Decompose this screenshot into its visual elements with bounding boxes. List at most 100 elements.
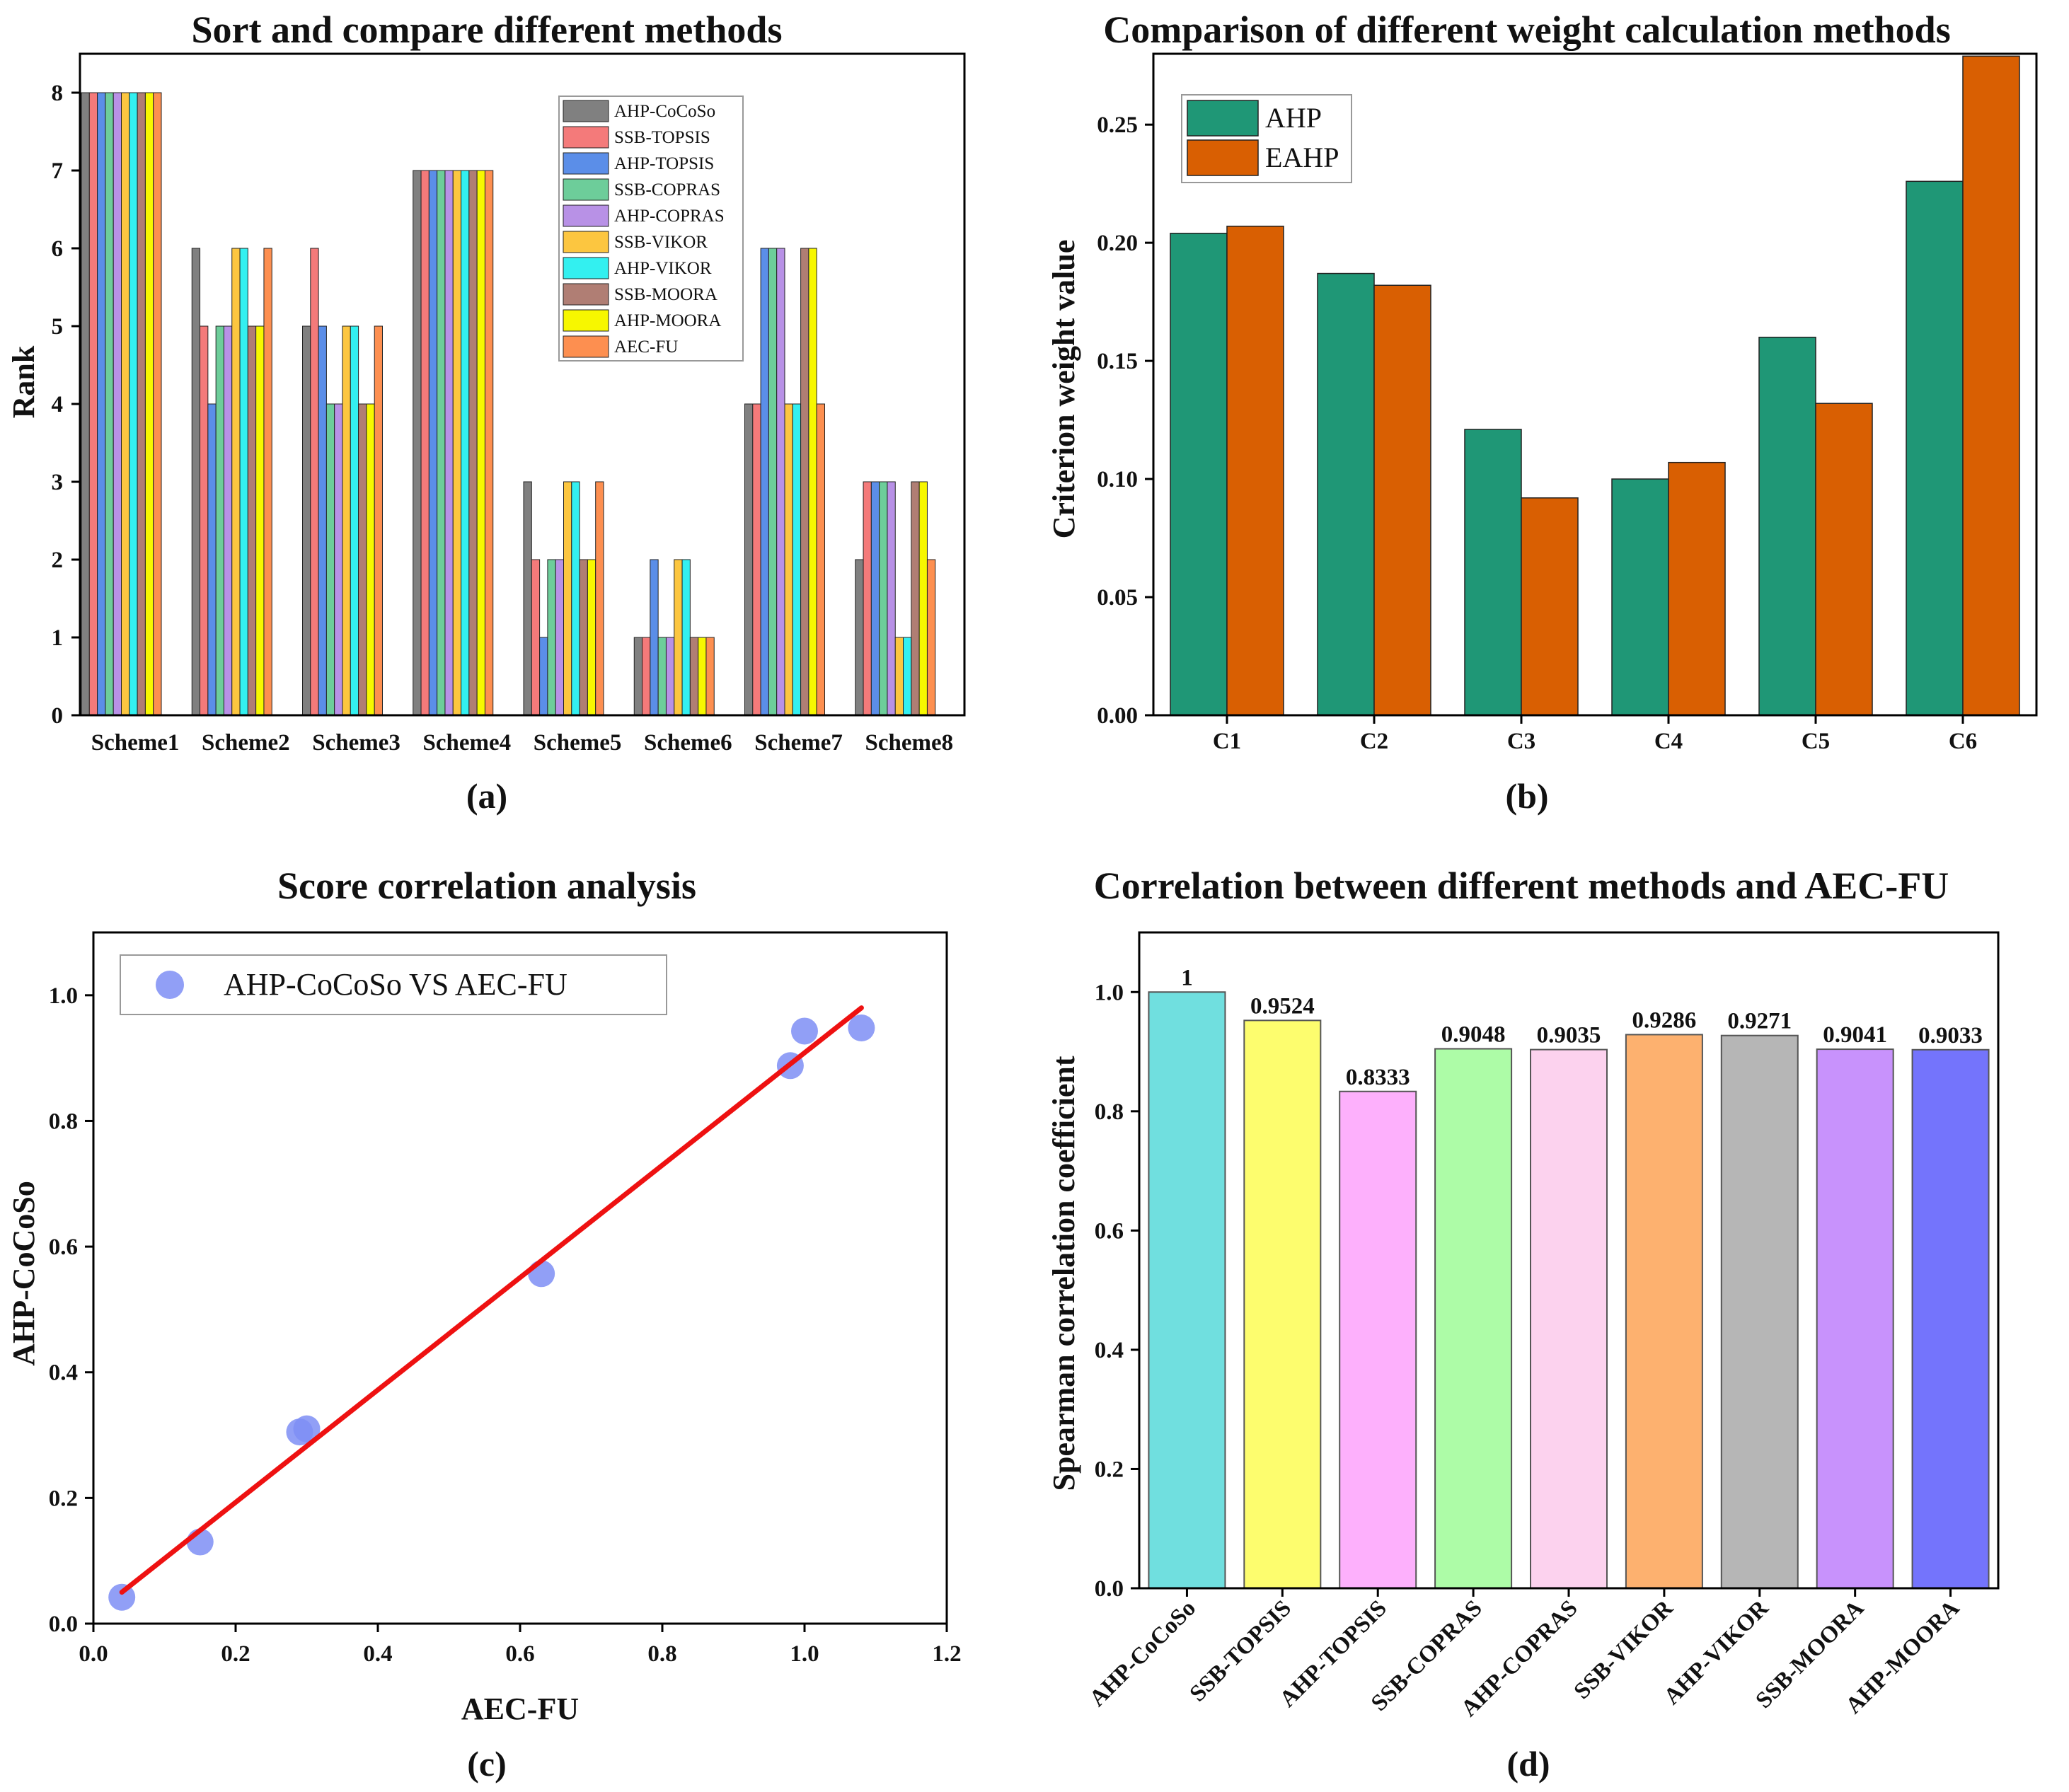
panel-b-y-ticks: 0.00 0.05 0.10 0.15 0.20 0.25: [1097, 112, 1153, 729]
bar-EAHP: [1226, 226, 1284, 716]
bar-AHP-VIKOR: [681, 559, 691, 716]
x-tick-label: Scheme4: [423, 730, 512, 756]
x-tick-label: C2: [1360, 729, 1388, 754]
panel-d-y-label: Spearman correlation coefficient: [1047, 1056, 1081, 1491]
bar-AHP-COPRAS: [665, 637, 675, 716]
y-tick-label: 0.10: [1097, 467, 1138, 492]
panel-d-x-ticks: AHP-CoCoSoSSB-TOPSISAHP-TOPSISSSB-COPRAS…: [1085, 1588, 1964, 1722]
y-tick-label: 0.6: [1095, 1218, 1124, 1244]
x-tick-label: Scheme7: [754, 730, 843, 756]
bar-SSB-VIKOR: [784, 403, 793, 716]
bar-AEC-FU: [705, 637, 715, 716]
y-tick-label: 1: [52, 625, 64, 651]
bar-AHP-VIKOR: [571, 481, 580, 716]
bar-value-label: 1: [1181, 965, 1193, 990]
bar-value-label: 0.9524: [1250, 993, 1315, 1019]
bar-SSB-VIKOR: [231, 248, 241, 716]
bar-AHP-MOORA: [808, 248, 817, 716]
bar-AHP: [1464, 429, 1522, 716]
bar-AHP-MOORA: [918, 481, 928, 716]
panel-c-y-label: AHP-CoCoSo: [6, 1181, 41, 1366]
y-tick-label: 8: [52, 81, 64, 106]
bar-AHP-COPRAS: [444, 170, 454, 716]
panel-a-label: (a): [466, 776, 507, 816]
panel-d-bars: 1 0.9524 0.8333 0.9048 0.9035 0.9286 0.9271 0.9…: [1148, 965, 1990, 1590]
bar-AHP-COPRAS: [1530, 1048, 1608, 1590]
bar-SSB-MOORA: [137, 92, 146, 716]
legend-swatch: [563, 100, 609, 122]
bar-AHP-VIKOR: [129, 92, 138, 716]
panel-c-scatter-chart: Score correlation analysis AHP-CoCoSo 0.…: [6, 865, 962, 1784]
y-tick-label: 2: [52, 548, 64, 573]
bar-AHP-MOORA: [698, 637, 707, 716]
scatter-point: [848, 1014, 875, 1042]
x-tick-label: 0.2: [221, 1641, 250, 1667]
bar-AHP-TOPSIS: [760, 248, 769, 716]
y-tick-label: 6: [52, 236, 64, 262]
bar-AHP-MOORA: [144, 92, 154, 716]
y-tick-label: 0.20: [1097, 231, 1138, 256]
bar-SSB-VIKOR: [452, 170, 462, 716]
bar-AHP-COPRAS: [113, 92, 122, 716]
y-tick-label: 7: [52, 158, 64, 184]
bar-SSB-MOORA: [1816, 1048, 1894, 1590]
panel-a-y-ticks: 0 1 2 3 4 5 6 7 8: [52, 81, 80, 729]
panel-d-spearman-chart: Correlation between different methods an…: [1047, 865, 2000, 1784]
bar-AHP-VIKOR: [792, 403, 802, 716]
bar-SSB-TOPSIS: [420, 170, 430, 716]
panel-b-weight-chart: Comparison of different weight calculati…: [1047, 8, 2038, 816]
bar-SSB-COPRAS: [879, 481, 888, 716]
bar-SSB-TOPSIS: [752, 403, 761, 716]
bar-AHP-TOPSIS: [539, 637, 548, 716]
legend-swatch: [563, 231, 609, 253]
bar-AHP-VIKOR: [461, 170, 470, 716]
bar-SSB-COPRAS: [215, 325, 224, 716]
y-tick-label: 0.0: [49, 1612, 78, 1637]
panel-d-y-ticks: 0.0 0.2 0.4 0.6 0.8 1.0: [1095, 980, 1139, 1602]
y-tick-label: 0: [52, 703, 64, 729]
y-tick-label: 3: [52, 470, 64, 495]
legend-label: AHP-CoCoSo: [614, 102, 715, 121]
legend-label: AHP-MOORA: [614, 311, 721, 330]
bar-value-label: 0.8333: [1346, 1065, 1410, 1090]
y-tick-label: 4: [52, 392, 64, 417]
bar-AHP: [1906, 180, 1964, 716]
bar-SSB-TOPSIS: [1243, 1019, 1322, 1590]
bar-SSB-COPRAS: [657, 637, 667, 716]
panel-c-title: Score correlation analysis: [277, 865, 696, 907]
bar-AHP-COPRAS: [887, 481, 896, 716]
panel-c-points: [108, 1014, 875, 1611]
bar-value-label: 0.9271: [1727, 1009, 1792, 1034]
bar-AEC-FU: [816, 403, 825, 716]
bar-AHP-MOORA: [366, 403, 375, 716]
bar-AEC-FU: [153, 92, 162, 716]
legend-swatch: [563, 309, 609, 332]
bar-EAHP: [1962, 55, 2020, 716]
x-tick-label: Scheme6: [644, 730, 732, 756]
legend-label: AHP: [1265, 102, 1322, 134]
bar-SSB-TOPSIS: [310, 248, 319, 716]
bar-AEC-FU: [374, 325, 384, 716]
panel-b-plot-frame: [1152, 52, 2038, 717]
y-tick-label: 1.0: [49, 983, 78, 1009]
panel-b-y-label: Criterion weight value: [1047, 240, 1081, 539]
bar-AEC-FU: [263, 248, 272, 716]
bar-SSB-COPRAS: [768, 248, 778, 716]
panel-c-fit-line: [119, 1005, 864, 1595]
panel-a-bars: [81, 92, 936, 716]
legend-label: EAHP: [1265, 141, 1339, 173]
panel-c-x-label: AEC-FU: [461, 1692, 579, 1726]
y-tick-label: 0.0: [1095, 1576, 1124, 1602]
bar-SSB-MOORA: [468, 170, 478, 716]
panel-c-legend: AHP-CoCoSo VS AEC-FU: [120, 954, 667, 1015]
legend-label: SSB-COPRAS: [614, 180, 720, 200]
x-tick-label: C3: [1507, 729, 1535, 754]
x-tick-label: 1.0: [790, 1641, 819, 1667]
bar-value-label: 0.9033: [1918, 1023, 1983, 1048]
bar-SSB-MOORA: [689, 637, 699, 716]
bar-AHP-COPRAS: [334, 403, 343, 716]
x-tick-label: C6: [1949, 729, 1977, 754]
bar-AHP-VIKOR: [239, 248, 248, 716]
panel-b-label: (b): [1505, 776, 1548, 816]
